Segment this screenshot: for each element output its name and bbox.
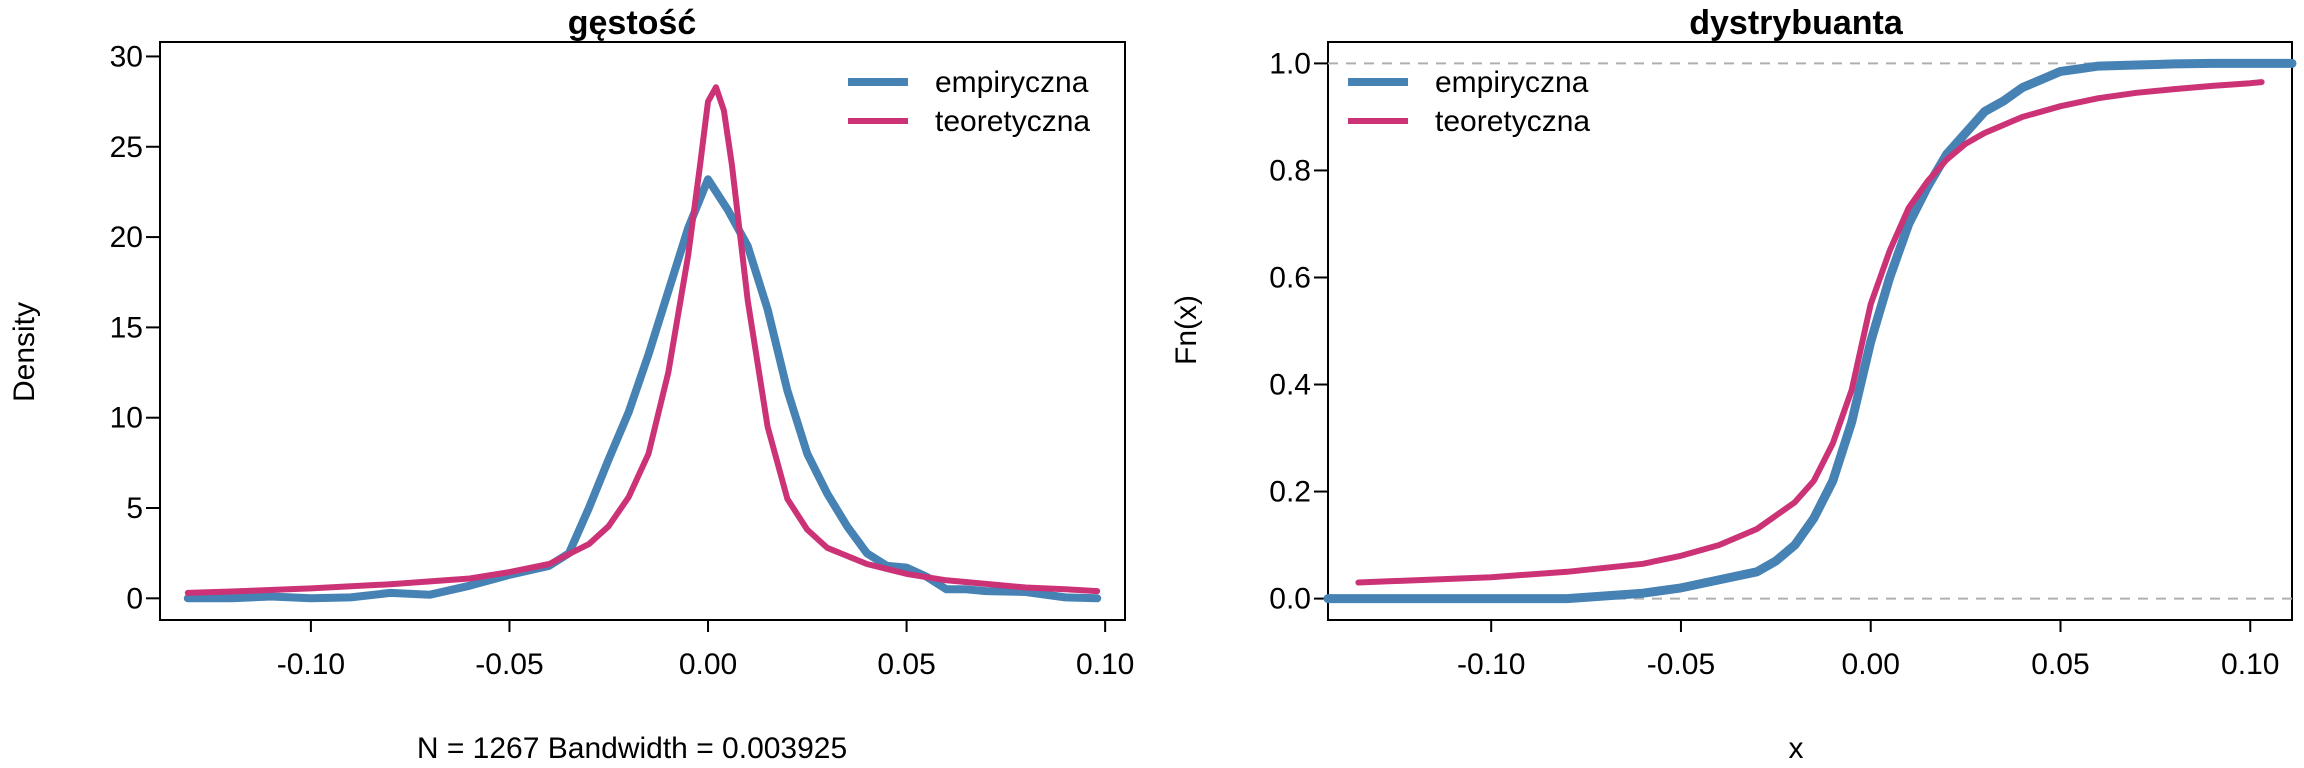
density-y-tick-label: 30 [110, 40, 143, 73]
density-axes: -0.10 -0.05 0.00 0.05 0.10 0 5 10 15 20 25 30 [110, 40, 1135, 681]
density-y-tick-label: 20 [110, 221, 143, 254]
cdf-axes: -0.10 -0.05 0.00 0.05 0.10 0.0 0.2 0.4 0.6 0.8 1.0 [1269, 41, 2293, 681]
density-title: gęstość [568, 4, 697, 42]
cdf-x-tick-label: 0.00 [1842, 648, 1900, 681]
cdf-x-tick-label: 0.10 [2221, 648, 2279, 681]
density-y-tick-label: 25 [110, 131, 143, 164]
density-x-tick-label: 0.10 [1076, 648, 1134, 681]
density-y-tick-label: 15 [110, 311, 143, 344]
cdf-series-teoretyczna [1355, 79, 2265, 586]
density-plot-frame [159, 41, 1126, 621]
cdf-panel: dystrybuanta Fn(x) x -0.10 -0.05 0.00 0.05 0… [1170, 4, 2297, 765]
density-ylabel: Density [8, 302, 41, 402]
cdf-title: dystrybuanta [1689, 4, 1904, 42]
density-y-tick-label: 10 [110, 402, 143, 435]
density-x-tick-label: 0.00 [679, 648, 737, 681]
cdf-y-tick-label: 1.0 [1269, 47, 1311, 80]
density-series [183, 84, 1102, 603]
cdf-y-tick-label: 0.8 [1269, 154, 1311, 187]
density-legend: empiryczna teoretyczna [848, 66, 1090, 138]
density-y-tick-label: 5 [126, 492, 143, 525]
density-x-tick-label: -0.05 [475, 648, 543, 681]
cdf-legend-label-teoretyczna: teoretyczna [1435, 105, 1590, 138]
density-series-teoretyczna [184, 84, 1101, 596]
cdf-x-tick-label: 0.05 [2031, 648, 2089, 681]
cdf-y-tick-label: 0.6 [1269, 261, 1311, 294]
density-legend-label-teoretyczna: teoretyczna [935, 105, 1090, 138]
cdf-xlabel: x [1789, 732, 1804, 765]
density-y-tick-label: 0 [126, 582, 143, 615]
cdf-ylabel: Fn(x) [1170, 295, 1203, 365]
cdf-x-tick-label: -0.10 [1457, 648, 1525, 681]
cdf-plot-frame [1327, 41, 2293, 621]
cdf-y-tick-label: 0.2 [1269, 476, 1311, 509]
density-x-tick-label: -0.10 [277, 648, 345, 681]
cdf-series-empiryczna [1323, 58, 2297, 604]
density-series-empiryczna [183, 175, 1102, 603]
density-xlabel: N = 1267 Bandwidth = 0.003925 [417, 732, 847, 765]
cdf-x-tick-label: -0.05 [1647, 648, 1715, 681]
density-legend-label-empiryczna: empiryczna [935, 66, 1089, 99]
cdf-y-tick-label: 0.4 [1269, 369, 1311, 402]
cdf-legend-label-empiryczna: empiryczna [1435, 66, 1589, 99]
cdf-series [1323, 58, 2297, 604]
cdf-y-tick-label: 0.0 [1269, 583, 1311, 616]
density-panel: gęstość Density N = 1267 Bandwidth = 0.0… [8, 4, 1134, 765]
density-x-tick-label: 0.05 [877, 648, 935, 681]
cdf-legend: empiryczna teoretyczna [1348, 66, 1590, 138]
